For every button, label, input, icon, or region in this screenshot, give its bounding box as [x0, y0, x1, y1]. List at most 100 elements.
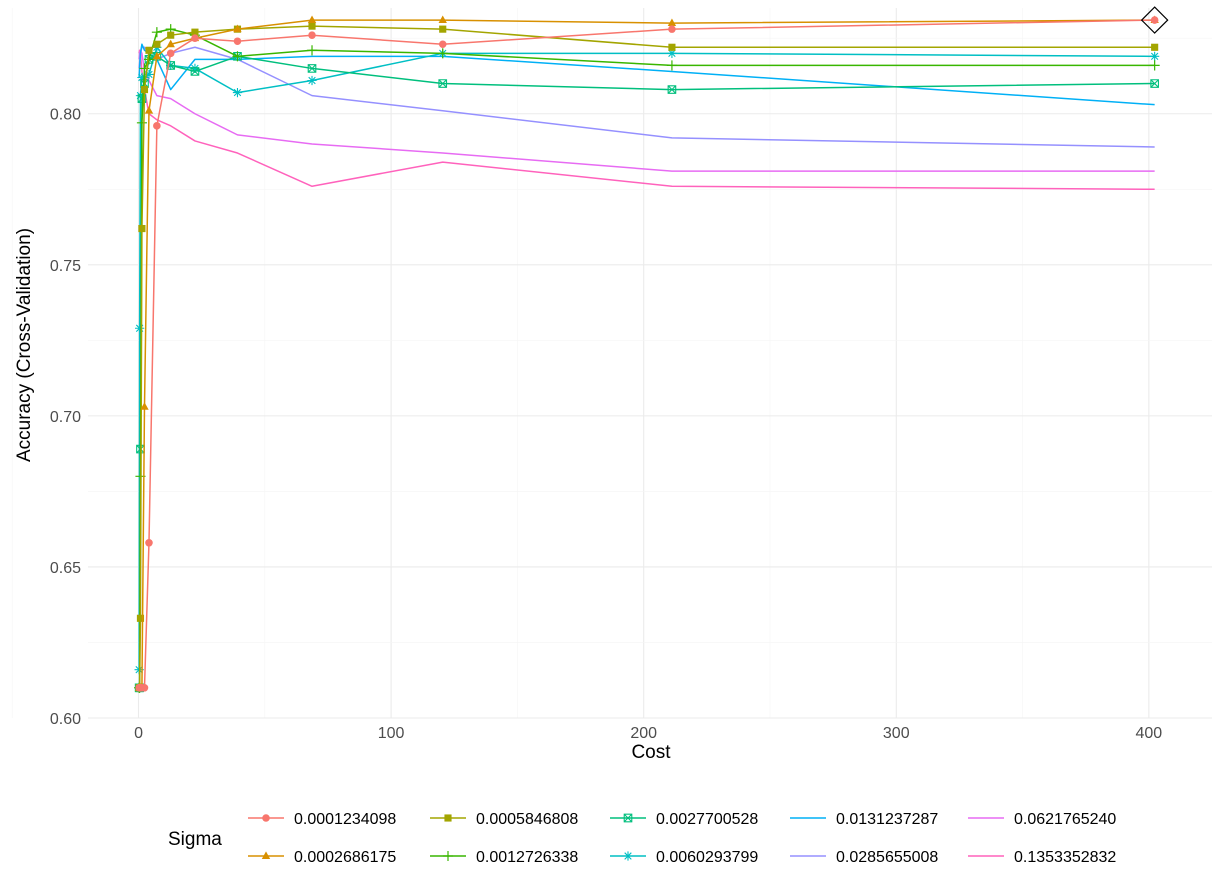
point-asterisk: [623, 851, 633, 861]
legend-item: 0.0060293799: [610, 849, 758, 866]
legend-item: 0.0005846808: [430, 811, 578, 828]
point-asterisk: [307, 75, 317, 86]
point-asterisk: [190, 63, 200, 74]
point-asterisk: [232, 87, 243, 98]
point-triangle: [667, 18, 677, 27]
point-square: [1151, 43, 1159, 51]
point-plus: [306, 45, 318, 56]
point-triangle: [438, 15, 447, 24]
y-tick-label: 0.80: [50, 107, 81, 124]
legend-item: 0.0027700528: [610, 811, 758, 828]
series: [138, 46, 1155, 148]
point-square: [136, 614, 145, 622]
point-circle: [145, 538, 153, 547]
series-line: [138, 55, 1155, 689]
point-square: [138, 224, 146, 233]
point-square: [444, 814, 452, 822]
legend-label: 0.1353352832: [1014, 849, 1116, 866]
y-tick-label: 0.70: [50, 409, 81, 426]
point-triangle: [261, 851, 271, 859]
legend-label: 0.0060293799: [656, 849, 758, 866]
series-line: [138, 28, 1155, 689]
point-plus: [232, 51, 243, 62]
legend-label: 0.0621765240: [1014, 811, 1116, 828]
y-tick-label: 0.75: [50, 258, 81, 275]
series-line: [138, 43, 1155, 106]
x-tick-label: 200: [630, 725, 657, 742]
point-asterisk: [144, 69, 154, 80]
point-circle: [191, 34, 199, 42]
point-square-x: [623, 813, 633, 823]
point-asterisk: [1150, 51, 1160, 61]
legend-item: 0.0001234098: [248, 811, 396, 828]
point-square: [153, 40, 161, 48]
point-square: [167, 31, 175, 39]
legend-label: 0.0012726338: [476, 849, 578, 866]
grid: [11, 8, 1212, 719]
series-line: [138, 46, 1155, 148]
point-plus: [437, 48, 448, 59]
point-circle: [1150, 16, 1159, 24]
point-triangle: [307, 15, 317, 24]
point-triangle: [233, 24, 242, 33]
point-square-x: [438, 79, 448, 88]
point-triangle: [140, 402, 149, 410]
y-tick-label: 0.65: [50, 560, 81, 577]
point-circle: [140, 684, 149, 692]
point-circle: [668, 25, 676, 33]
legend-item: 0.0131237287: [790, 811, 938, 828]
point-plus: [139, 63, 150, 74]
point-triangle: [152, 51, 162, 60]
best-point-diamond: [1140, 6, 1169, 34]
legend-label: 0.0005846808: [476, 811, 578, 828]
legend-item: 0.0002686175: [248, 849, 396, 866]
axes: Cost Accuracy (Cross-Validation) 0 100 200…: [14, 107, 1162, 763]
point-square-x: [307, 64, 317, 73]
series-line: [138, 25, 1155, 689]
x-tick-label: 400: [1136, 725, 1163, 742]
y-axis-title: Accuracy (Cross-Validation): [14, 228, 35, 462]
y-tick-label: 0.60: [50, 711, 81, 728]
series-line: [138, 19, 1155, 689]
legend-title: Sigma: [168, 829, 222, 850]
point-plus: [1149, 60, 1160, 71]
legend-label: 0.0131237287: [836, 811, 938, 828]
legend-label: 0.0001234098: [294, 811, 396, 828]
series: [134, 52, 1159, 693]
x-tick-label: 100: [378, 725, 405, 742]
series-line: [138, 46, 1155, 670]
point-square: [439, 25, 447, 33]
x-axis-title: Cost: [631, 742, 671, 763]
point-asterisk: [135, 90, 146, 101]
point-square-x: [190, 67, 200, 76]
point-plus: [442, 850, 454, 862]
x-tick-label: 300: [883, 725, 910, 742]
series: [135, 22, 1159, 692]
legend-label: 0.0002686175: [294, 849, 396, 866]
legend-item: 0.1353352832: [968, 849, 1116, 866]
point-square: [140, 86, 149, 94]
series-layer: [134, 6, 1169, 693]
point-plus: [666, 60, 677, 71]
point-asterisk: [667, 48, 677, 58]
point-plus: [136, 117, 147, 128]
point-asterisk: [135, 323, 145, 333]
point-circle: [153, 122, 161, 130]
series-line: [138, 19, 1155, 689]
legend-label: 0.0285655008: [836, 849, 938, 866]
point-square: [145, 46, 153, 54]
point-square: [308, 22, 316, 30]
series: [134, 24, 1160, 693]
point-plus: [151, 27, 162, 38]
point-square-x: [667, 85, 677, 94]
legend: Sigma 0.0001234098 0.0002686175 0.00058468…: [168, 811, 1116, 866]
series: [138, 49, 1155, 172]
series: [138, 43, 1155, 106]
point-square: [668, 43, 676, 51]
series: [134, 15, 1159, 691]
legend-item: 0.0012726338: [430, 849, 578, 866]
point-triangle: [166, 39, 175, 48]
point-square: [191, 28, 199, 36]
series: [135, 16, 1159, 692]
